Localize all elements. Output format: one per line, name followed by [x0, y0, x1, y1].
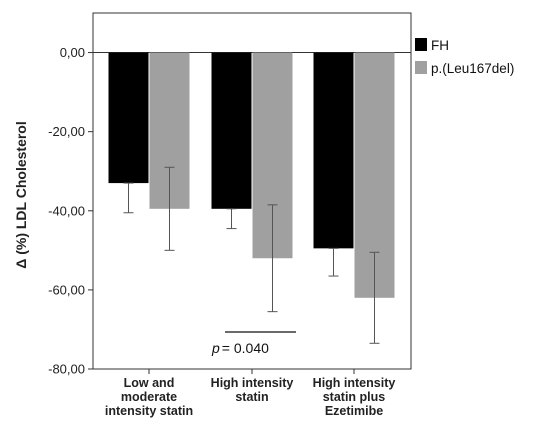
y-axis-label: Δ (%) LDL Cholesterol — [13, 121, 29, 268]
bar-fh-0 — [108, 52, 149, 184]
x-category-label: Low and moderate intensity statin — [105, 376, 193, 418]
x-category-line: statin — [235, 390, 268, 404]
y-tick-label: -20,00 — [48, 124, 85, 139]
legend-label-fh: FH — [431, 38, 449, 53]
x-category-line: statin plus — [323, 390, 386, 404]
bar-fh-2 — [313, 52, 354, 249]
bars — [108, 52, 395, 298]
x-category-line: Ezetimibe — [325, 404, 383, 418]
legend-swatch-leu167del — [415, 61, 427, 74]
y-tick-label: -40,00 — [48, 203, 85, 218]
p-value-label: p = 0.040 — [211, 340, 269, 356]
y-axis: 0,00 -20,00 -40,00 -60,00 -80,00 — [48, 45, 411, 377]
y-tick-label: -60,00 — [48, 282, 85, 297]
error-bars — [123, 166, 380, 344]
x-axis-categories: Low and moderate intensity statin High inte… — [105, 369, 395, 418]
x-category-line: Low and — [124, 376, 175, 390]
x-category-line: intensity statin — [105, 404, 193, 418]
x-category-label: High intensity statin — [211, 376, 294, 404]
y-tick-label: 0,00 — [60, 45, 85, 60]
y-tick-label: -80,00 — [48, 362, 85, 377]
x-category-line: moderate — [121, 390, 177, 404]
legend-label-leu167del: p.(Leu167del) — [431, 61, 514, 76]
x-category-line: High intensity — [211, 376, 294, 390]
x-category-line: High intensity — [313, 376, 396, 390]
legend: FH p.(Leu167del) — [415, 38, 514, 76]
legend-swatch-fh — [415, 38, 427, 51]
x-category-label: High intensity statin plus Ezetimibe — [313, 376, 396, 418]
bar-fh-1 — [211, 52, 252, 209]
